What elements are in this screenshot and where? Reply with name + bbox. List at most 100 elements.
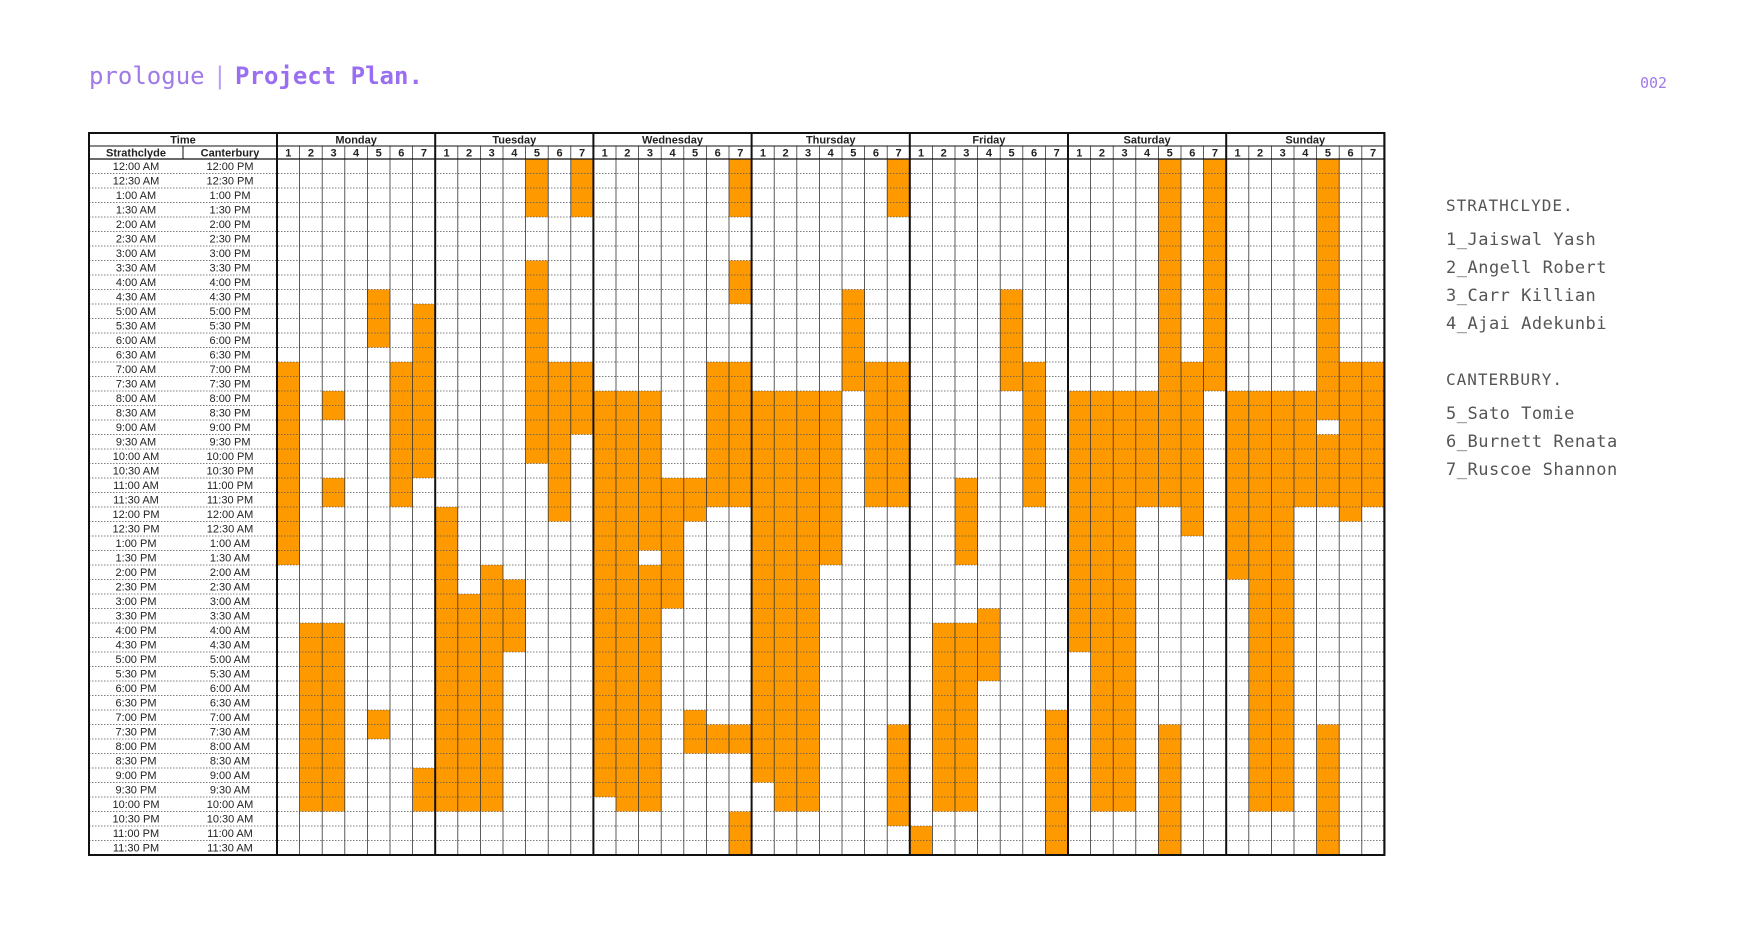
busy-block [887,159,910,217]
strathclyde-time: 3:00 PM [116,596,157,608]
canterbury-time: 6:00 PM [210,335,251,347]
canterbury-time: 7:00 PM [210,364,251,376]
canterbury-time: 9:30 AM [210,785,250,797]
strathclyde-time: 4:00 PM [116,625,157,637]
busy-block [1181,521,1204,536]
strathclyde-time: 5:00 PM [116,654,157,666]
busy-block [887,362,910,507]
legend-member: 7_Ruscoe Shannon [1446,460,1618,480]
strathclyde-time: 10:30 PM [112,814,159,826]
strathclyde-time: 2:00 PM [116,567,157,579]
busy-block [1045,710,1068,855]
canterbury-time: 8:30 AM [210,756,250,768]
canterbury-time: 12:00 PM [206,161,253,173]
member-number: 6 [556,148,562,160]
day-header-sunday: Sunday [1285,135,1326,147]
header-separator: | [212,62,228,90]
busy-block [1135,391,1159,507]
busy-block [729,260,752,304]
member-number: 6 [398,148,404,160]
legend-member: 4_Ajai Adekunbi [1446,314,1608,334]
busy-block [1316,724,1340,855]
header-prefix: prologue [89,62,205,90]
strathclyde-time: 1:00 PM [116,538,157,550]
member-number: 2 [1099,148,1105,160]
strathclyde-time: 11:00 PM [113,828,159,840]
strathclyde-time: 3:30 PM [116,611,157,623]
strathclyde-time: 6:00 PM [116,683,157,695]
canterbury-time: 8:30 PM [210,408,251,420]
busy-block [1316,159,1340,420]
busy-block [570,362,594,435]
busy-block [1113,391,1136,812]
canterbury-time: 1:00 PM [210,190,251,202]
canterbury-time: 11:30 PM [207,495,253,507]
member-number: 4 [353,148,360,160]
busy-block [774,391,797,812]
strathclyde-time: 10:00 PM [112,799,159,811]
busy-block [435,507,458,812]
canterbury-time: 10:30 AM [207,814,253,826]
member-number: 1 [918,148,924,160]
member-number: 1 [1234,148,1240,160]
member-number: 1 [1076,148,1082,160]
page-number: 002 [1640,74,1668,92]
canterbury-time: 4:00 AM [210,625,250,637]
member-number: 3 [1121,148,1127,160]
member-number: 2 [782,148,788,160]
day-header-thursday: Thursday [806,135,856,147]
busy-block [706,362,729,507]
member-number: 3 [963,148,969,160]
member-number: 1 [602,148,608,160]
member-number: 2 [308,148,314,160]
canterbury-time: 1:00 AM [210,538,250,550]
strathclyde-time: 4:30 AM [116,292,156,304]
member-number: 7 [895,148,901,160]
canterbury-time: 5:00 PM [210,306,251,318]
member-number: 2 [941,148,947,160]
busy-block [1316,434,1340,507]
canterbury-header: Canterbury [201,148,261,160]
busy-block [932,623,955,812]
canterbury-time: 5:30 AM [210,669,250,681]
legend-member: 2_Angell Robert [1446,258,1608,278]
busy-block [729,811,752,855]
strathclyde-time: 4:00 AM [116,277,156,289]
canterbury-time: 7:30 AM [210,727,250,739]
busy-block [706,724,729,754]
canterbury-time: 3:30 PM [210,263,251,275]
canterbury-time: 4:30 AM [210,640,250,652]
member-number: 4 [669,148,676,160]
strathclyde-time: 6:30 AM [116,350,156,362]
strathclyde-time: 5:30 AM [116,321,156,333]
day-header-wednesday: Wednesday [642,135,704,147]
member-number: 4 [1302,148,1309,160]
member-number: 3 [489,148,495,160]
member-number: 2 [466,148,472,160]
strathclyde-time: 11:00 AM [113,480,159,492]
strathclyde-time: 11:30 AM [113,495,159,507]
strathclyde-time: 4:30 PM [116,640,157,652]
canterbury-time: 2:30 AM [210,582,250,594]
strathclyde-time: 1:30 PM [116,553,157,565]
strathclyde-time: 12:00 AM [113,161,159,173]
member-number: 6 [873,148,879,160]
strathclyde-time: 8:00 AM [116,393,156,405]
strathclyde-time: 3:30 AM [116,263,156,275]
busy-block [1271,391,1294,812]
strathclyde-time: 2:00 AM [116,219,156,231]
member-number: 6 [715,148,721,160]
canterbury-time: 1:30 AM [210,553,250,565]
legend-group-title: STRATHCLYDE. [1446,196,1574,215]
busy-block [548,362,571,522]
canterbury-time: 8:00 PM [210,393,251,405]
canterbury-time: 12:30 PM [206,176,253,188]
day-header-friday: Friday [972,135,1006,147]
strathclyde-time: 2:30 AM [116,234,156,246]
strathclyde-time: 7:30 PM [116,727,157,739]
strathclyde-time: 8:30 PM [116,756,157,768]
canterbury-time: 5:30 PM [210,321,251,333]
strathclyde-time: 7:00 PM [116,712,157,724]
strathclyde-time: 9:00 PM [116,770,157,782]
strathclyde-time: 5:00 AM [116,306,156,318]
